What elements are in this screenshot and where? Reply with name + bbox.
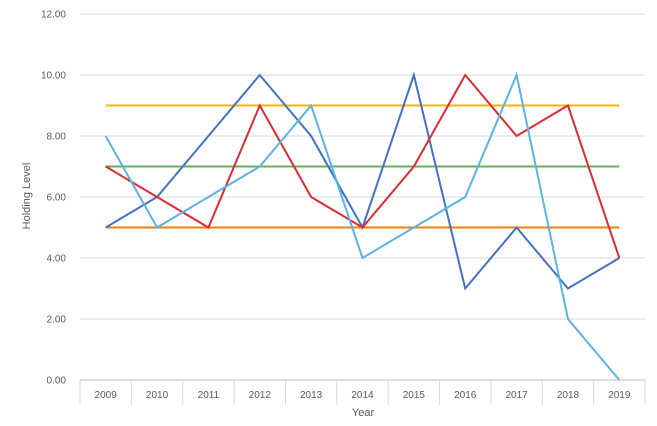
gridlines xyxy=(80,13,645,320)
y-tick-label: 4.00 xyxy=(47,254,67,265)
x-tick-label: 2010 xyxy=(146,390,169,401)
series-lines xyxy=(104,71,621,381)
x-tick-label: 2013 xyxy=(300,390,323,401)
x-tick-label: 2016 xyxy=(454,390,477,401)
y-tick-label: 8.00 xyxy=(47,132,67,143)
series-line-6 xyxy=(104,71,621,381)
y-axis-ticks: 0.00 2.00 4.00 6.00 8.00 10.00 12.00 xyxy=(41,10,66,387)
x-tick-label: 2014 xyxy=(351,390,374,401)
x-tick-label: 2011 xyxy=(198,390,220,401)
series-line-5 xyxy=(105,73,621,259)
y-tick-label: 12.00 xyxy=(41,10,66,21)
y-tick-label: 0.00 xyxy=(47,376,67,387)
y-axis-title: Holding Level xyxy=(21,163,33,230)
y-tick-label: 6.00 xyxy=(47,193,67,204)
x-tick-label: 2019 xyxy=(608,390,631,401)
y-tick-label: 10.00 xyxy=(41,71,66,82)
x-tick-label: 2018 xyxy=(557,390,580,401)
x-axis: 2009 2010 2011 2012 2013 2014 2015 2016 2017 2018… xyxy=(79,379,646,405)
x-tick-label: 2017 xyxy=(505,390,528,401)
x-tick-label: 2015 xyxy=(403,390,426,401)
x-axis-title: Year xyxy=(352,407,375,419)
x-tick-label: 2012 xyxy=(249,390,272,401)
x-tick-label: 2009 xyxy=(95,390,118,401)
y-tick-label: 2.00 xyxy=(47,315,67,326)
